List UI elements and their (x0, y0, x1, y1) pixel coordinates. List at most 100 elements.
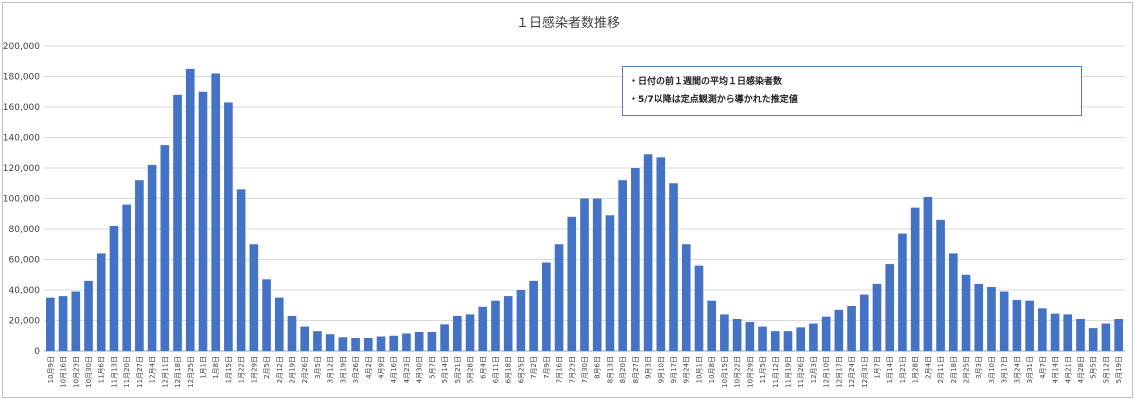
x-tick-label: 8月27日 (632, 356, 640, 383)
x-tick-label: 10月1日 (695, 356, 703, 383)
bar (173, 94, 182, 352)
x-tick-label: 1月21日 (899, 356, 907, 383)
x-tick-label: 3月24日 (1013, 356, 1021, 383)
bar (987, 286, 996, 351)
x-tick-label: 11月12日 (772, 356, 780, 388)
bar (554, 244, 564, 351)
y-tick-label: 40,000 (9, 286, 41, 296)
x-tick-label: 5月7日 (428, 356, 436, 379)
x-tick-label: 11月26日 (797, 356, 805, 388)
x-tick-label: 3月5日 (314, 356, 322, 379)
y-tick-label: 0 (34, 347, 40, 357)
x-tick-label: 11月19日 (784, 356, 792, 388)
bar (580, 198, 589, 351)
bar (363, 338, 373, 351)
legend-note-1: ・日付の前１週間の平均１日感染者数 (629, 77, 783, 87)
x-tick-label: 9月24日 (683, 356, 691, 383)
bar (567, 216, 577, 351)
bar (236, 189, 246, 351)
bar (974, 283, 984, 351)
x-tick-label: 12月11日 (161, 356, 169, 388)
x-tick-label: 1月1日 (199, 356, 207, 379)
x-tick-label: 1月14日 (886, 356, 894, 383)
bar (503, 296, 513, 351)
bar (720, 314, 729, 351)
x-tick-label: 8月6日 (594, 356, 602, 379)
bar (542, 262, 551, 351)
bar (847, 306, 856, 351)
x-tick-label: 2月25日 (963, 356, 971, 383)
x-tick-label: 9月17日 (670, 356, 678, 383)
y-tick-label: 180,000 (3, 73, 40, 83)
bar (1050, 313, 1060, 351)
bar (809, 323, 818, 351)
x-tick-label: 10月30日 (85, 356, 93, 388)
bar (885, 264, 895, 351)
x-tick-label: 2月19日 (288, 356, 296, 383)
x-tick-label: 4月14日 (1052, 356, 1060, 383)
bar (313, 331, 322, 351)
bar (961, 274, 971, 351)
bar (71, 291, 81, 351)
x-tick-label: 2月5日 (263, 356, 271, 379)
x-tick-label: 12月10日 (823, 356, 831, 388)
x-tick-label: 3月17日 (1001, 356, 1009, 383)
bar (681, 244, 691, 351)
x-tick-label: 11月20日 (123, 356, 131, 388)
bar (783, 331, 793, 351)
bar (440, 324, 449, 351)
x-tick-label: 10月16日 (60, 356, 68, 388)
x-tick-label: 3月19日 (339, 356, 347, 383)
bar (999, 291, 1009, 351)
bar (414, 331, 424, 351)
bar (325, 334, 335, 351)
bar (1012, 299, 1022, 351)
bar (185, 68, 195, 351)
bar (402, 333, 411, 351)
x-tick-label: 4月9日 (378, 356, 386, 379)
x-tick-label: 5月12日 (1102, 356, 1110, 383)
x-tick-label: 5月28日 (467, 356, 475, 383)
bar (135, 180, 144, 351)
bar (274, 297, 284, 351)
x-tick-label: 12月17日 (835, 356, 843, 388)
y-axis-ticks: 0 20,000 40,000 60,000 80,000 100,000 120,000 1… (3, 42, 40, 357)
x-tick-label: 4月28日 (1077, 356, 1085, 383)
bars (46, 68, 1123, 352)
bar (643, 154, 653, 351)
bar (84, 280, 93, 351)
bar (669, 183, 678, 351)
bar (109, 225, 119, 351)
x-tick-label: 4月30日 (416, 356, 424, 383)
bar (631, 168, 640, 351)
x-tick-label: 1月22日 (238, 356, 246, 383)
x-tick-label: 4月2日 (365, 356, 373, 379)
legend-box: ・日付の前１週間の平均１日感染者数 ・5/7以降は定点観測から導かれた推定値 (622, 66, 1082, 116)
x-tick-label: 12月25日 (187, 356, 195, 388)
x-tick-label: 10月15日 (721, 356, 729, 388)
bar (389, 335, 399, 351)
bar (478, 306, 488, 351)
bar (46, 297, 55, 351)
y-tick-label: 20,000 (9, 317, 41, 327)
x-tick-label: 3月12日 (327, 356, 335, 383)
x-tick-label: 1月8日 (212, 356, 220, 379)
x-tick-label: 11月13日 (110, 356, 118, 388)
x-tick-label: 8月13日 (606, 356, 614, 383)
x-tick-label: 10月8日 (708, 356, 716, 383)
bar (1025, 300, 1034, 351)
bar (122, 204, 131, 351)
bar (910, 207, 920, 351)
bar (1063, 314, 1073, 351)
x-tick-label: 7月30日 (581, 356, 589, 383)
bar (147, 164, 157, 351)
bar (1114, 318, 1123, 351)
x-tick-label: 2月12日 (276, 356, 284, 383)
bar (287, 315, 297, 351)
x-tick-label: 12月4日 (149, 356, 157, 383)
bar (338, 337, 348, 351)
bar (859, 294, 869, 351)
x-tick-label: 6月4日 (479, 356, 487, 379)
x-tick-label: 1月15日 (225, 356, 233, 383)
